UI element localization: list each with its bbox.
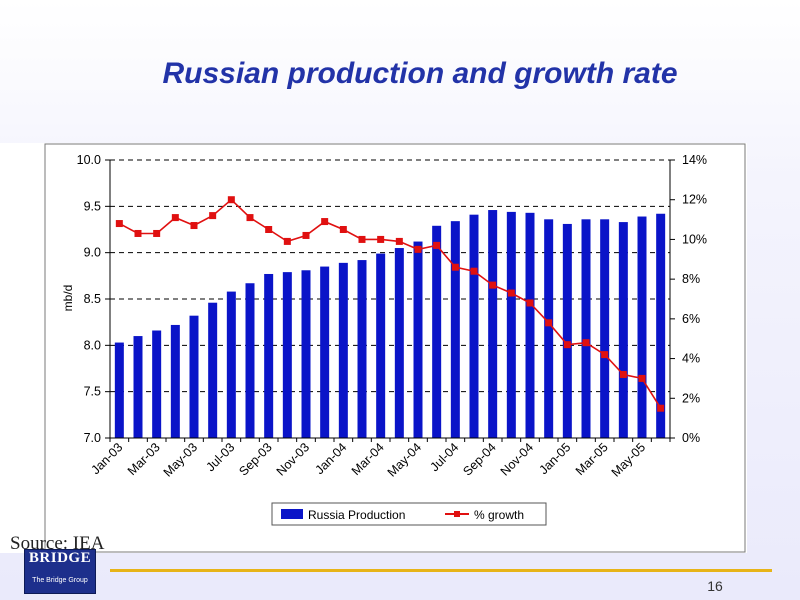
y-tick-label: 7.0 bbox=[84, 431, 101, 445]
legend-box bbox=[271, 502, 547, 526]
bar bbox=[152, 330, 162, 438]
legend-label-growth: % growth bbox=[474, 508, 524, 522]
bar bbox=[432, 225, 442, 438]
growth-point bbox=[302, 231, 310, 239]
bar bbox=[338, 262, 348, 438]
legend: Russia Production % growth bbox=[271, 502, 547, 526]
bar bbox=[226, 291, 236, 438]
chart-panel: 7.0 7.5 8.0 8.5 9.0 9.5 10.0 0% 2% 4% 6% 8% 10% 12% 14… bbox=[0, 143, 747, 553]
bar bbox=[114, 342, 124, 438]
growth-point bbox=[171, 214, 179, 222]
y2-tick-label: 0% bbox=[682, 431, 700, 445]
legend-swatch-growth-marker bbox=[454, 511, 460, 517]
bar bbox=[581, 219, 591, 438]
bar bbox=[376, 253, 386, 438]
logo-subtext: The Bridge Group bbox=[32, 577, 88, 584]
bar bbox=[637, 216, 647, 438]
legend-swatch-russia-production bbox=[281, 509, 303, 519]
y-tick-label: 9.0 bbox=[84, 246, 101, 260]
growth-point bbox=[358, 235, 366, 243]
growth-point bbox=[507, 289, 515, 297]
growth-point bbox=[451, 263, 459, 271]
bar bbox=[506, 211, 516, 438]
growth-point bbox=[395, 237, 403, 245]
y2-tick-label: 8% bbox=[682, 272, 700, 286]
growth-point bbox=[134, 229, 142, 237]
growth-point bbox=[638, 374, 646, 382]
bar bbox=[133, 336, 143, 438]
growth-point bbox=[209, 212, 217, 220]
bar bbox=[618, 222, 628, 438]
growth-point bbox=[190, 222, 198, 230]
y2-tick-label: 6% bbox=[682, 312, 700, 326]
growth-point bbox=[433, 241, 441, 249]
slide-title: Russian production and growth rate bbox=[162, 57, 678, 90]
bar bbox=[282, 272, 292, 438]
y-axis-label: mb/d bbox=[61, 285, 75, 312]
y2-tick-label: 10% bbox=[682, 232, 707, 246]
growth-point bbox=[545, 319, 553, 327]
growth-point bbox=[115, 220, 123, 228]
footer-divider bbox=[110, 569, 772, 572]
bar bbox=[544, 219, 554, 438]
bridge-logo: BRIDGE The Bridge Group bbox=[24, 549, 96, 594]
legend-label-russia-production: Russia Production bbox=[308, 508, 405, 522]
y2-tick-label: 14% bbox=[682, 153, 707, 167]
growth-point bbox=[470, 267, 478, 275]
y-tick-label: 8.0 bbox=[84, 338, 101, 352]
bar bbox=[600, 219, 610, 438]
bar bbox=[170, 324, 180, 438]
bar bbox=[525, 212, 535, 438]
growth-point bbox=[601, 351, 609, 359]
logo-wordmark: BRIDGE bbox=[28, 550, 92, 566]
growth-point bbox=[526, 299, 534, 307]
y2-tick-label: 4% bbox=[682, 352, 700, 366]
bar bbox=[656, 213, 666, 438]
bar bbox=[245, 283, 255, 438]
source-note: Source: IEA bbox=[10, 533, 105, 554]
growth-point bbox=[246, 214, 254, 222]
bar bbox=[562, 223, 572, 438]
growth-point bbox=[153, 229, 161, 237]
y2-tick-label: 2% bbox=[682, 391, 700, 405]
growth-point bbox=[619, 370, 627, 378]
y2-tick-label: 12% bbox=[682, 193, 707, 207]
bar bbox=[357, 260, 367, 438]
y-tick-label: 8.5 bbox=[84, 292, 101, 306]
growth-point bbox=[339, 226, 347, 233]
page-number: 16 bbox=[707, 578, 723, 594]
bar-series-russia-production bbox=[114, 210, 666, 438]
growth-point bbox=[283, 237, 291, 245]
bar bbox=[450, 221, 460, 438]
y-tick-label: 10.0 bbox=[77, 153, 101, 167]
gridlines bbox=[110, 159, 670, 393]
bar bbox=[394, 248, 404, 438]
bar bbox=[301, 270, 311, 438]
growth-point bbox=[489, 281, 497, 289]
bar bbox=[208, 302, 218, 438]
growth-point bbox=[227, 196, 235, 204]
bar bbox=[189, 315, 199, 438]
line-series-growth bbox=[115, 196, 665, 412]
bar bbox=[488, 210, 498, 438]
growth-point bbox=[582, 339, 590, 347]
growth-point bbox=[414, 245, 422, 253]
y-tick-label: 7.5 bbox=[84, 385, 101, 399]
bar bbox=[469, 214, 479, 438]
bar bbox=[264, 273, 274, 438]
growth-point bbox=[321, 218, 329, 226]
growth-point bbox=[657, 404, 665, 412]
production-growth-chart: 7.0 7.5 8.0 8.5 9.0 9.5 10.0 0% 2% 4% 6% 8% 10% 12% 14… bbox=[44, 143, 746, 553]
bar bbox=[320, 266, 330, 438]
bar bbox=[413, 241, 423, 438]
y-tick-label: 9.5 bbox=[84, 199, 101, 213]
growth-point bbox=[563, 341, 571, 349]
growth-point bbox=[265, 226, 273, 233]
growth-point bbox=[377, 235, 385, 243]
